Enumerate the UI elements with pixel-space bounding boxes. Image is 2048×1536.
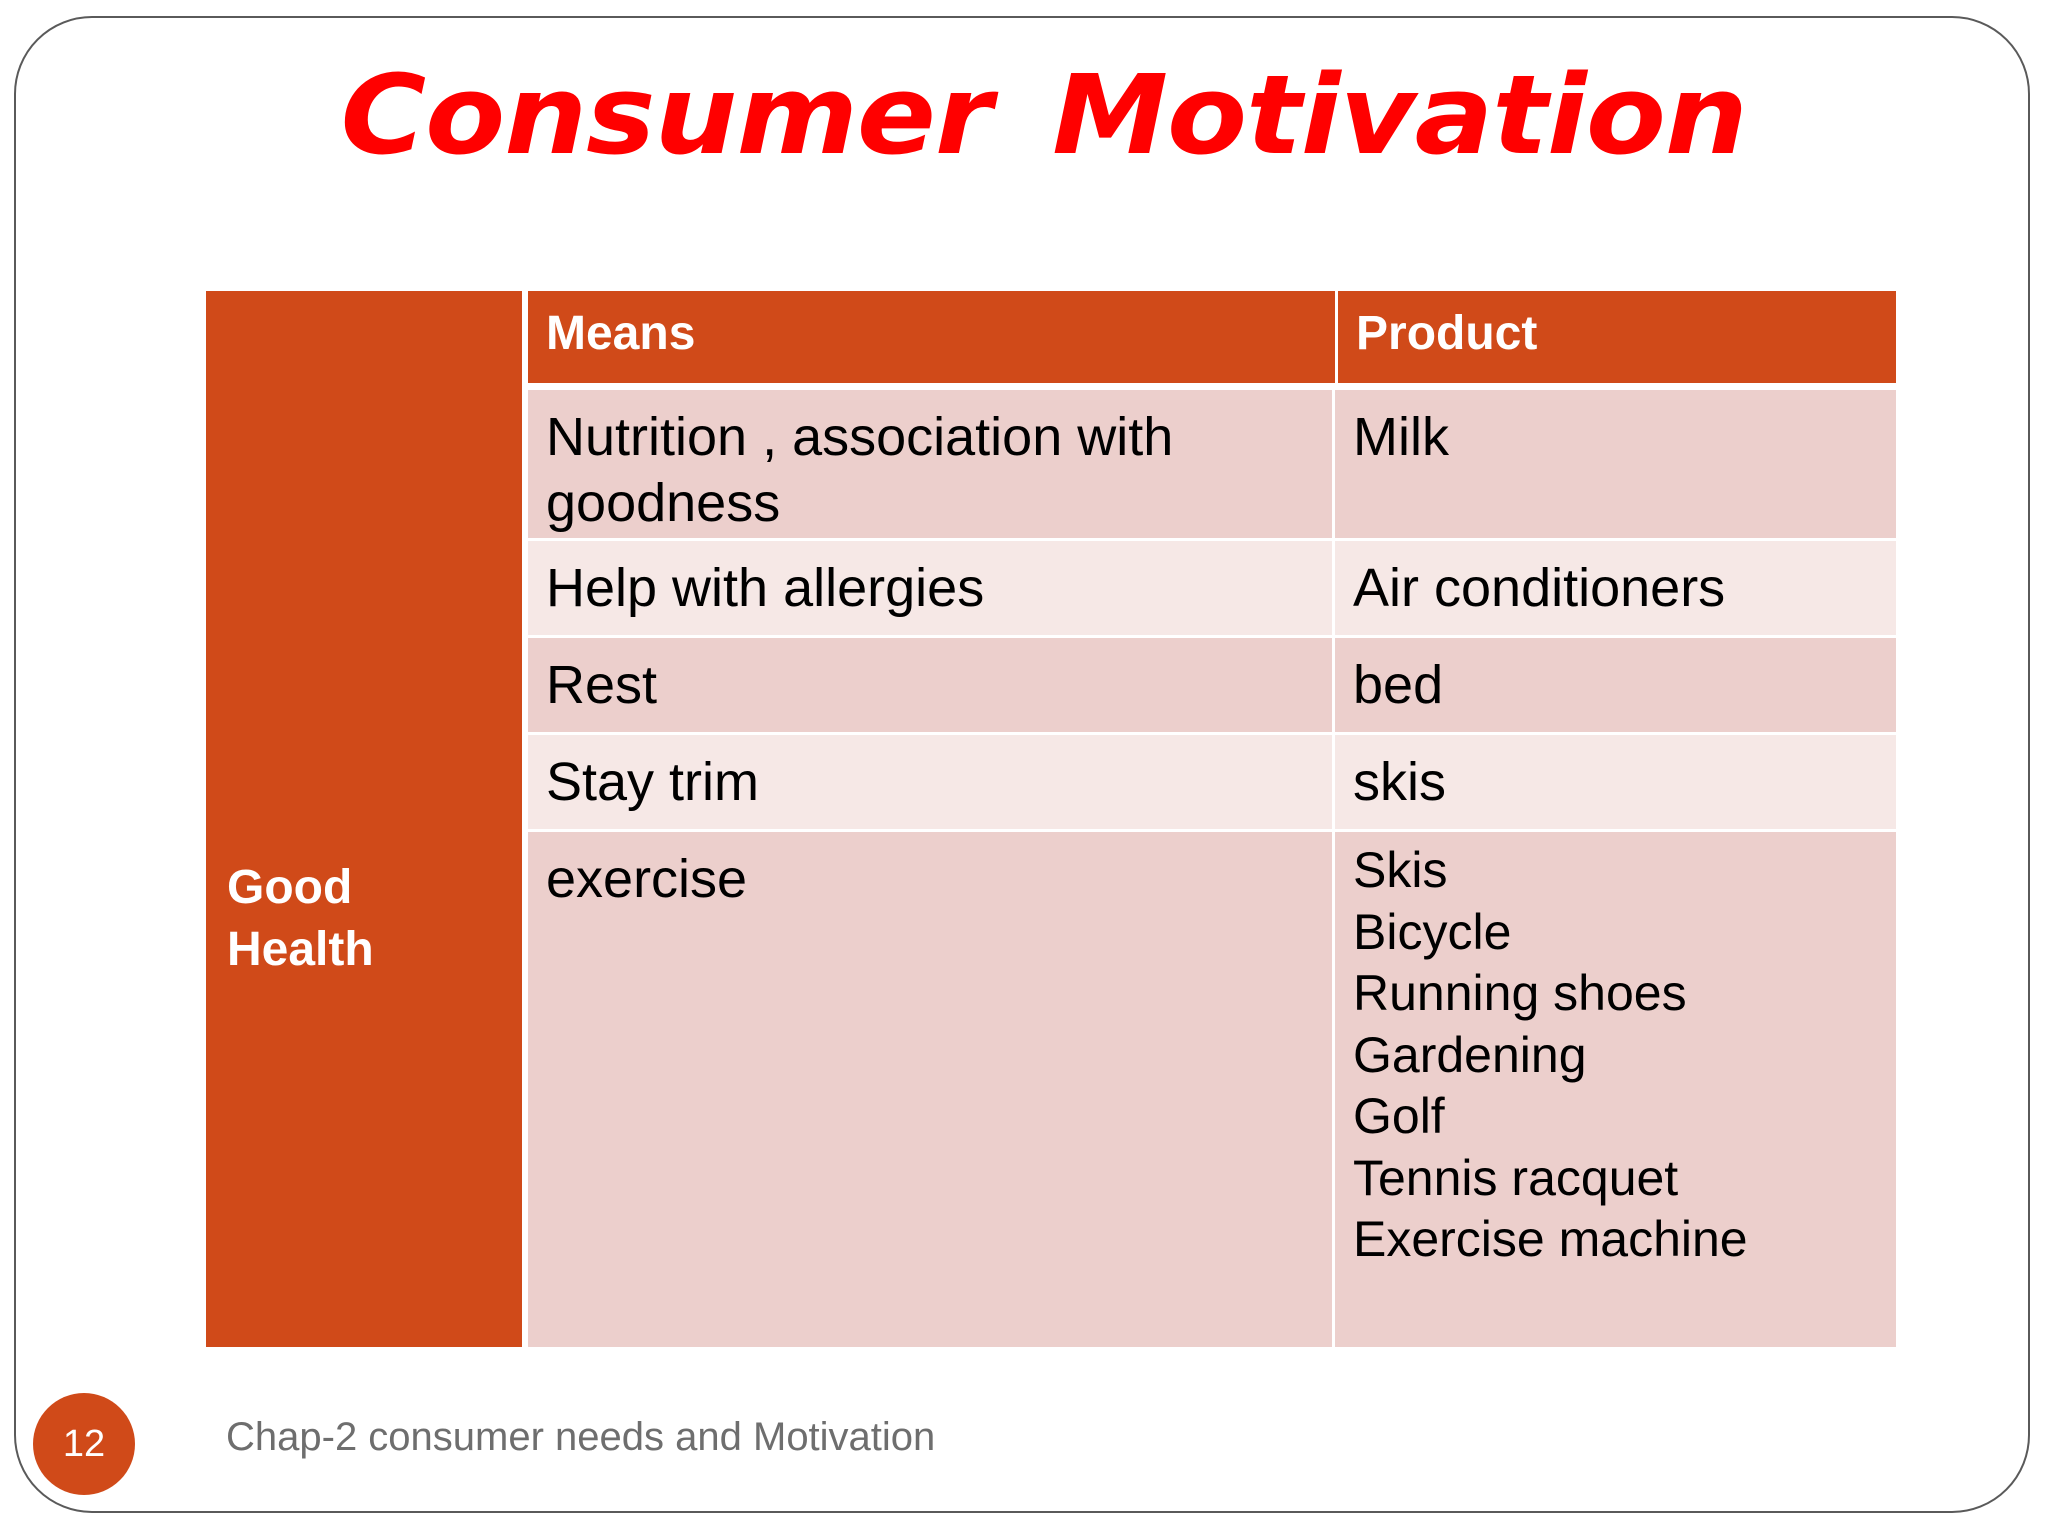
product-list-item: Running shoes [1353,965,1687,1021]
product-list-item: Exercise machine [1353,1211,1748,1267]
product-cell: bed [1335,638,1896,732]
header-product: Product [1335,291,1896,383]
footer-text: Chap-2 consumer needs and Motivation [226,1415,936,1459]
page-number-badge: 12 [33,1393,135,1495]
header-means: Means [546,307,696,360]
product-list-item: Gardening [1353,1026,1587,1083]
means-cell: Stay trim [528,735,1332,829]
product-cell: Milk [1335,390,1896,538]
goal-label: Good Health [227,861,374,976]
table-header-row: Means Product [528,291,1896,383]
table-row: Nutrition , association with goodness Mi… [528,390,1896,538]
table-row: Rest bed [528,638,1896,732]
product-list-item: Bicycle [1353,903,1512,960]
motivation-table: Good Health Means Product Nutrition , as… [206,291,1896,1347]
means-cell: Nutrition , association with goodness [528,390,1332,538]
product-cell: Air conditioners [1335,541,1896,635]
slide-title: Consumer Motivation [340,51,1748,179]
table-row: exercise Skis Bicycle Running shoes Gard… [528,832,1896,1347]
means-cell: Rest [528,638,1332,732]
product-list-cell: Skis Bicycle Running shoes Gardening Gol… [1335,832,1896,1347]
product-list-item: Tennis racquet [1353,1149,1679,1206]
slide-frame [14,16,2030,1513]
means-cell: exercise [528,832,1332,1347]
table-row: Help with allergies Air conditioners [528,541,1896,635]
means-cell: Help with allergies [528,541,1332,635]
goal-cell: Good Health [206,291,522,1347]
product-list-item: Skis [1353,842,1448,898]
table-row: Stay trim skis [528,735,1896,829]
product-list-item: Golf [1353,1088,1445,1144]
product-cell: skis [1335,735,1896,829]
